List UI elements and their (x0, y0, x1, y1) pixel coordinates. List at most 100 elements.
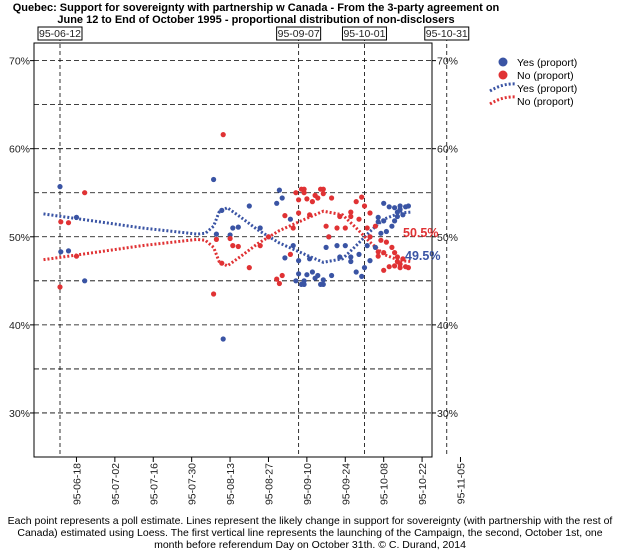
yes-point (58, 249, 64, 255)
x-tick-label: 95-07-16 (148, 463, 160, 505)
x-tick-label: 95-10-22 (417, 463, 429, 505)
no-point (246, 265, 252, 271)
yes-point (276, 187, 282, 193)
no-point (348, 209, 354, 215)
yes-point (394, 213, 400, 220)
legend-label: No (proport) (517, 96, 574, 108)
no-point (348, 213, 354, 220)
reference-label: 95-09-07 (278, 28, 320, 40)
yes-point (329, 272, 335, 279)
no-point (329, 195, 335, 201)
no-point (257, 243, 263, 249)
yes-point (219, 207, 225, 213)
yes-point (389, 223, 395, 229)
y-tick-label-right: 60% (437, 144, 458, 156)
yes-point (309, 269, 315, 275)
yes-point (392, 205, 398, 211)
yes-point (301, 278, 307, 284)
no-point (334, 225, 340, 231)
no-point (383, 239, 389, 245)
x-tick-label: 95-08-27 (263, 463, 275, 505)
no-point (405, 265, 411, 271)
yes-point (353, 269, 359, 275)
yes-point (378, 230, 384, 236)
yes-point (257, 225, 263, 231)
yes-point (356, 251, 362, 257)
no-point (235, 243, 241, 250)
y-tick-label-right: 30% (437, 408, 458, 420)
no-point (213, 236, 219, 242)
yes-point (337, 254, 343, 260)
reference-lines (59, 30, 448, 457)
y-tick-label-right: 50% (437, 232, 458, 244)
no-point (359, 194, 365, 200)
no-point (227, 235, 233, 242)
reference-label: 95-06-12 (39, 28, 81, 40)
yes-point (367, 258, 373, 264)
yes-point (307, 256, 313, 262)
yes-point (82, 278, 88, 284)
no-point (287, 251, 293, 257)
no-point (397, 261, 403, 267)
yes-point (73, 214, 80, 220)
no-point (361, 203, 368, 209)
x-tick-label: 95-06-18 (71, 463, 83, 505)
no-point (381, 267, 387, 273)
no-point (320, 191, 326, 197)
no-point (364, 225, 370, 231)
x-tick-label: 95-10-08 (379, 463, 391, 505)
no-point (211, 291, 217, 297)
x-tick-label: 95-08-13 (225, 463, 237, 505)
no-point (73, 253, 80, 259)
no-point (219, 260, 225, 266)
no-point (315, 195, 321, 201)
yes-point (57, 184, 63, 190)
no-point (58, 219, 64, 225)
legend-swatch-point (498, 57, 508, 67)
no-end-label: 50.5% (403, 226, 438, 240)
legend-label: Yes (proport) (517, 57, 577, 69)
yes-point (296, 258, 302, 264)
no-point (320, 186, 326, 192)
no-point (342, 225, 348, 231)
yes-point (397, 206, 403, 213)
yes-point (246, 203, 252, 209)
yes-point (392, 218, 398, 224)
no-point (367, 234, 373, 240)
no-point (326, 234, 332, 240)
reference-labels: 95-06-12 95-09-07 95-10-01 95-10-31 (37, 26, 470, 41)
yes-point (383, 228, 389, 235)
no-point (65, 220, 72, 226)
yes-point (348, 258, 354, 265)
no-point (282, 213, 288, 219)
no-point (394, 254, 400, 260)
yes-point (361, 265, 368, 271)
no-loess-line (43, 209, 412, 268)
no-point (307, 212, 313, 218)
yes-point (315, 272, 321, 279)
reference-label: 95-10-31 (426, 28, 468, 40)
no-point (392, 250, 398, 256)
end-labels: 50.5% 49.5% (403, 226, 440, 263)
y-tick-label-right: 40% (437, 320, 458, 332)
yes-point (304, 272, 310, 278)
x-tick-label: 95-07-02 (110, 463, 122, 505)
yes-point (65, 248, 72, 254)
no-point (353, 199, 359, 205)
reference-label: 95-10-01 (343, 28, 385, 40)
legend-swatch-line (489, 82, 517, 93)
no-point (293, 190, 299, 196)
y-tick-label: 40% (9, 320, 30, 332)
no-point (386, 264, 392, 270)
yes-point (220, 336, 226, 342)
yes-point (274, 200, 280, 206)
y-tick-label: 50% (9, 232, 30, 244)
yes-point (211, 176, 217, 183)
yes-point (290, 243, 296, 249)
chart-title: Quebec: Support for sovereignty with par… (12, 2, 500, 26)
x-axis-ticks: 95-06-18 95-07-02 95-07-16 95-07-30 95-08-13… (71, 457, 467, 505)
x-tick-label: 95-09-24 (340, 463, 352, 505)
legend: Yes (proport)No (proport)Yes (proport)No… (489, 57, 577, 108)
no-point (230, 243, 236, 249)
no-point (375, 253, 381, 259)
